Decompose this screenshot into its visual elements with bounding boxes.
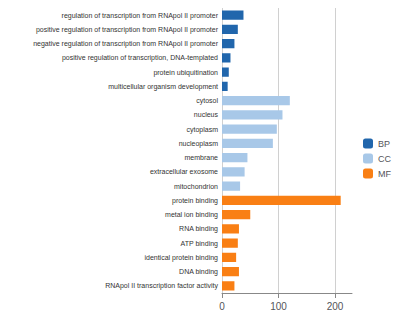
svg-text:BP: BP <box>378 139 390 149</box>
svg-text:protein binding: protein binding <box>172 197 218 205</box>
svg-text:regulation of transcription fr: regulation of transcription from RNApol … <box>62 12 219 20</box>
svg-text:negative regulation of transcr: negative regulation of transcription fro… <box>33 40 218 48</box>
svg-text:CC: CC <box>378 154 391 164</box>
svg-text:ATP binding: ATP binding <box>181 240 219 248</box>
svg-text:metal ion binding: metal ion binding <box>165 211 218 219</box>
svg-text:0: 0 <box>219 301 225 312</box>
svg-text:mitochondrion: mitochondrion <box>174 183 218 190</box>
svg-text:positive regulation of transcr: positive regulation of transcription, DN… <box>62 54 218 62</box>
svg-text:RNA binding: RNA binding <box>179 225 218 233</box>
svg-text:MF: MF <box>378 169 391 179</box>
svg-text:RNApol II transcription factor: RNApol II transcription factor activity <box>105 282 218 290</box>
svg-text:multicellular organism develop: multicellular organism development <box>108 83 218 91</box>
svg-text:cytosol: cytosol <box>196 97 218 105</box>
svg-text:200: 200 <box>327 301 344 312</box>
svg-text:100: 100 <box>270 301 287 312</box>
svg-text:membrane: membrane <box>185 154 219 161</box>
svg-text:positive regulation of transcr: positive regulation of transcription fro… <box>36 26 219 34</box>
svg-text:DNA binding: DNA binding <box>179 268 218 276</box>
svg-text:extracellular exosome: extracellular exosome <box>150 168 218 175</box>
svg-text:nucleoplasm: nucleoplasm <box>179 140 218 148</box>
svg-text:nucleus: nucleus <box>194 111 219 118</box>
svg-text:cytoplasm: cytoplasm <box>186 126 218 134</box>
svg-text:protein ubiquitination: protein ubiquitination <box>153 69 218 77</box>
svg-text:identical protein binding: identical protein binding <box>144 254 218 262</box>
